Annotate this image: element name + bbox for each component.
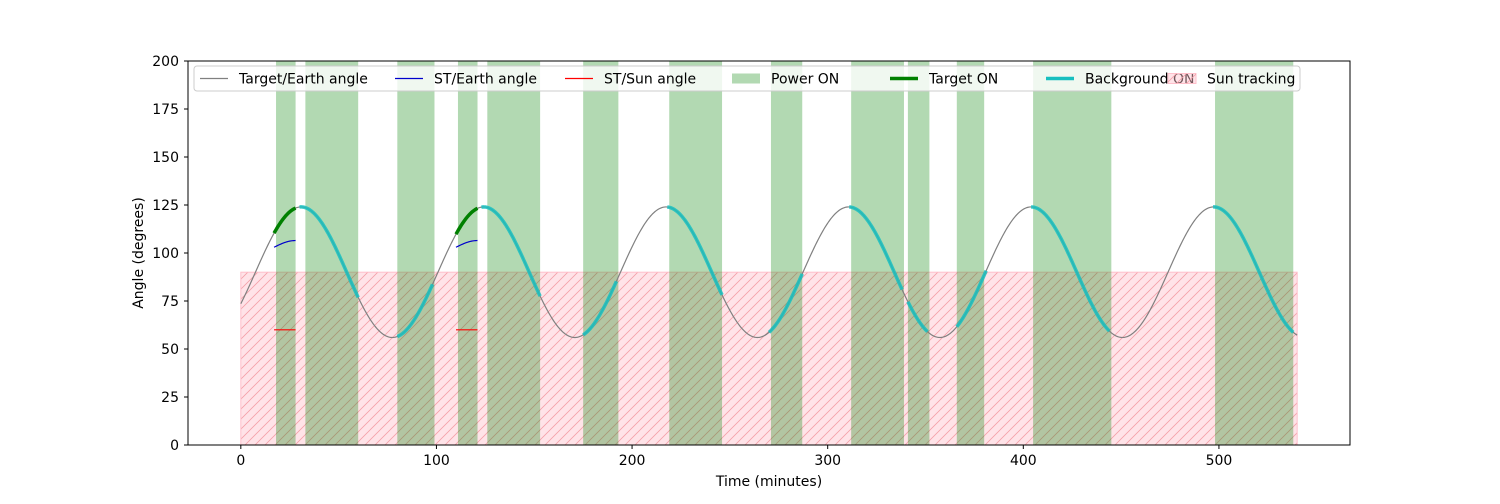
legend-label-power_on: Power ON bbox=[771, 72, 839, 88]
y-tick-label: 125 bbox=[152, 198, 179, 214]
x-tick-label: 500 bbox=[1206, 453, 1233, 469]
sun-tracking-layer bbox=[240, 271, 1298, 445]
power-on-span bbox=[487, 61, 541, 445]
power-on-span bbox=[276, 61, 296, 445]
x-tick-label: 200 bbox=[619, 453, 646, 469]
y-tick-label: 150 bbox=[152, 150, 179, 166]
y-tick-label: 0 bbox=[170, 438, 179, 454]
legend-label-st_earth: ST/Earth angle bbox=[434, 72, 537, 88]
power-on-span bbox=[669, 61, 723, 445]
series-layer bbox=[240, 205, 1298, 339]
power-on-span bbox=[397, 61, 435, 445]
y-axis-label: Angle (degrees) bbox=[131, 197, 147, 309]
power-on-span bbox=[770, 61, 803, 445]
power-on-layer bbox=[276, 61, 1294, 445]
power-on-span bbox=[907, 61, 930, 445]
background-on-segment bbox=[481, 205, 542, 297]
x-tick-label: 100 bbox=[423, 453, 450, 469]
legend-swatch-power_on bbox=[732, 73, 760, 84]
background-on-segment bbox=[1031, 205, 1111, 333]
legend-hatch-sun_tracking bbox=[1168, 73, 1196, 84]
legend-box bbox=[193, 65, 1301, 92]
y-tick-label: 50 bbox=[161, 342, 179, 358]
sun-tracking-hatch bbox=[240, 271, 1298, 445]
background-on-segment bbox=[767, 273, 804, 334]
y-tick-label: 200 bbox=[152, 54, 179, 70]
legend: Target/Earth angle ST/Earth angle ST/Sun a… bbox=[193, 65, 1301, 92]
legend-label-background_on: Background ON bbox=[1085, 72, 1194, 88]
legend-label-sun_tracking: Sun tracking bbox=[1207, 72, 1295, 88]
background-on-segment bbox=[582, 280, 619, 337]
power-on-span bbox=[1033, 61, 1112, 445]
x-tick-label: 0 bbox=[236, 453, 245, 469]
st-earth-segment bbox=[273, 239, 296, 248]
y-tick-label: 100 bbox=[152, 246, 179, 262]
y-tick-label: 175 bbox=[152, 102, 179, 118]
background-on-segment bbox=[667, 205, 724, 296]
x-tick-label: 400 bbox=[1010, 453, 1037, 469]
power-on-span bbox=[457, 61, 478, 445]
legend-label-st_sun: ST/Sun angle bbox=[604, 72, 696, 88]
y-tick-label: 75 bbox=[161, 294, 179, 310]
power-on-span bbox=[956, 61, 985, 445]
axes-layer: 0 100 200 300 400 500 0 25 50 75 100 125 150 175 200 bbox=[152, 54, 1232, 469]
background-on-segment bbox=[299, 205, 360, 299]
background-on-segment bbox=[955, 270, 988, 328]
power-on-span bbox=[583, 61, 619, 445]
power-on-span bbox=[305, 61, 359, 445]
background-on-segment bbox=[906, 300, 929, 333]
target-on-segment bbox=[272, 206, 297, 234]
y-tick-label: 25 bbox=[161, 390, 179, 406]
x-tick-label: 300 bbox=[814, 453, 841, 469]
target-on-segment bbox=[454, 206, 479, 236]
power-on-span bbox=[1215, 61, 1294, 445]
st-earth-segment bbox=[455, 239, 478, 248]
legend-label-target_earth: Target/Earth angle bbox=[238, 72, 368, 88]
power-on-span bbox=[851, 61, 904, 445]
background-on-segment bbox=[1213, 205, 1295, 334]
background-on-segment bbox=[849, 205, 904, 291]
background-on-segment bbox=[396, 283, 435, 339]
x-axis-label: Time (minutes) bbox=[715, 474, 822, 490]
legend-label-target_on: Target ON bbox=[928, 72, 998, 88]
